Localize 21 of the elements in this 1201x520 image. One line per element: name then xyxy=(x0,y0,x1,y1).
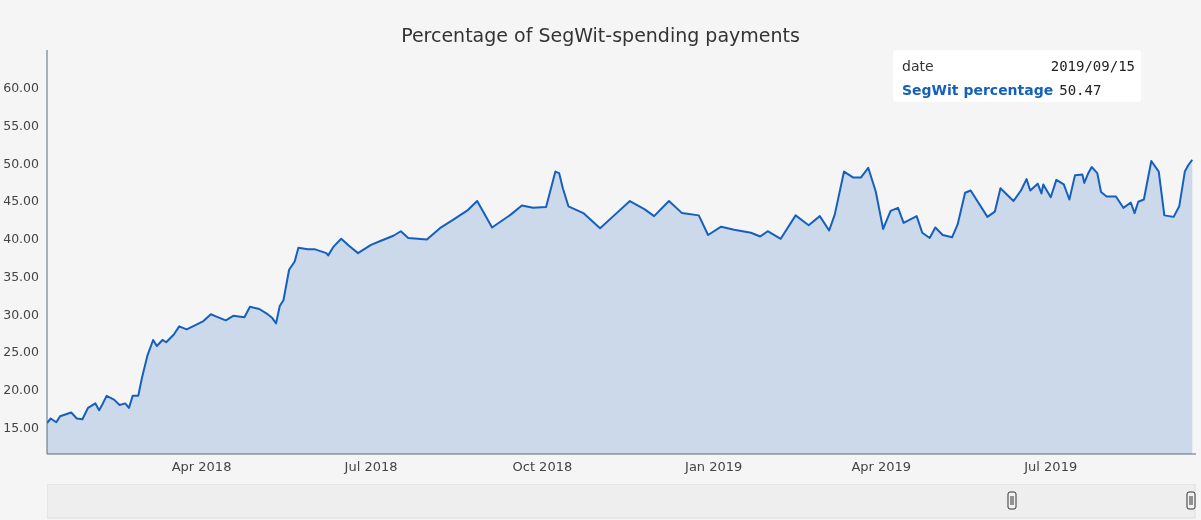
x-tick-label: Jul 2018 xyxy=(343,459,398,475)
x-tick-label: Apr 2018 xyxy=(171,459,232,475)
y-tick-label: 40.00 xyxy=(3,231,40,247)
annotation: date xyxy=(902,57,934,76)
annotation: 50.47 xyxy=(1059,81,1102,100)
x-tick-label: Oct 2018 xyxy=(512,459,573,475)
y-tick-label: 45.00 xyxy=(3,193,40,209)
y-tick-label: 25.00 xyxy=(3,344,40,360)
y-tick-label: 60.00 xyxy=(3,80,40,96)
text: SegWit percentage xyxy=(902,81,1054,100)
y-tick-label: 35.00 xyxy=(3,268,40,284)
y-tick-label: 50.00 xyxy=(3,155,40,171)
x-tick-label: Jul 2019 xyxy=(1023,459,1078,475)
x-tick-label: Apr 2019 xyxy=(851,459,912,475)
y-tick-label: 20.00 xyxy=(3,382,40,398)
x-tick-label: Jan 2019 xyxy=(684,459,743,475)
y-tick-label: 30.00 xyxy=(3,306,40,322)
y-tick-label: 15.00 xyxy=(3,420,40,436)
chart-title: Percentage of SegWit-spending payments xyxy=(400,24,801,46)
y-tick-label: 55.00 xyxy=(3,117,40,133)
annotation: 2019/09/15 xyxy=(1050,57,1135,76)
